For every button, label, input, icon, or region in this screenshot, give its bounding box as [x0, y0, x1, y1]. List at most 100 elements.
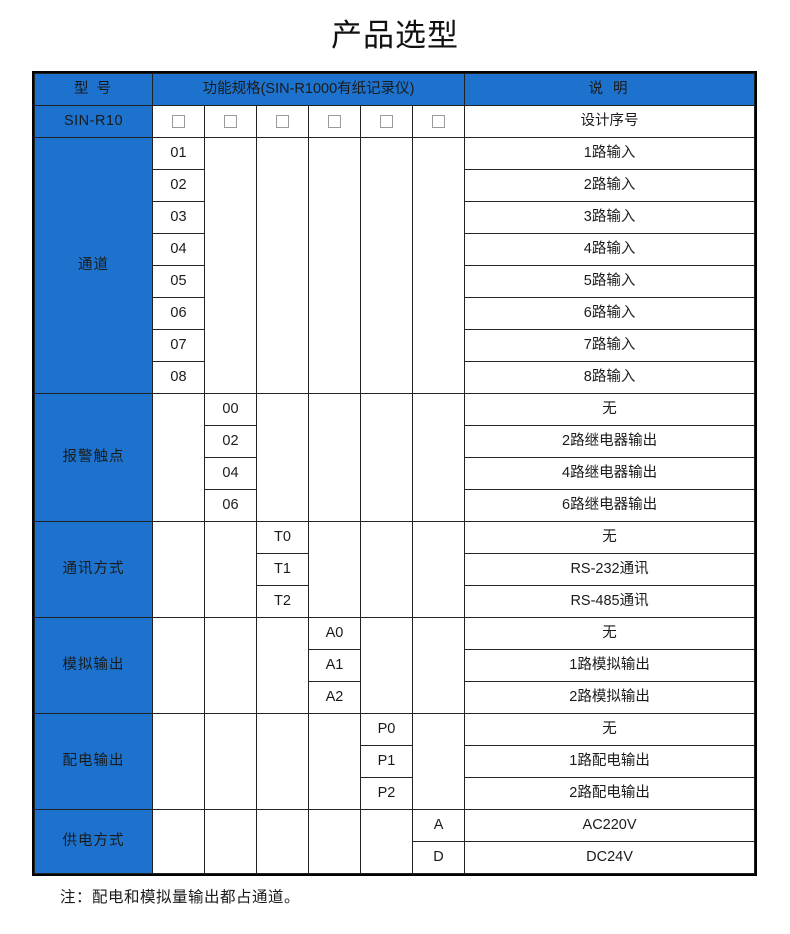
empty-checkbox-icon[interactable]: [172, 115, 185, 129]
blank-cell: [308, 713, 361, 811]
option-code: A2: [308, 681, 361, 715]
blank-cell: [360, 393, 413, 523]
option-description: RS-485通讯: [464, 585, 755, 619]
blank-cell: [204, 809, 257, 875]
table-row: 通道 01 1路输入: [34, 137, 755, 395]
product-selection-table: 型 号功能规格(SIN-R1000有纸记录仪) 说 明 SIN-R10 设计序号 通道 0…: [34, 73, 755, 875]
option-code: 02: [152, 169, 205, 203]
empty-checkbox-icon[interactable]: [432, 115, 446, 129]
checkbox-cell-3: [256, 105, 309, 139]
blank-cell: [360, 137, 413, 395]
option-code: D: [411, 841, 466, 875]
option-description: 2路继电器输出: [464, 425, 755, 459]
table-row: P2 2路配电输出: [35, 777, 755, 811]
blank-cell: [152, 713, 205, 811]
table-row: 通讯方式 T0 无: [34, 521, 755, 619]
blank-cell: [256, 393, 309, 523]
empty-checkbox-icon[interactable]: [328, 115, 341, 129]
spec-table-container: 型 号功能规格(SIN-R1000有纸记录仪) 说 明 SIN-R10 设计序号 通道 0…: [32, 71, 757, 877]
blank-cell: [204, 617, 257, 715]
blank-cell: [411, 713, 466, 811]
blank-cell: [308, 137, 361, 395]
option-code: 04: [204, 457, 257, 491]
model-row: SIN-R10 设计序号: [34, 105, 755, 139]
table-row: A1 1路模拟输出: [35, 649, 755, 683]
option-code: A1: [308, 649, 361, 683]
option-description: 4路输入: [464, 233, 755, 267]
group-label-1: 通道: [34, 137, 153, 395]
blank-cell: [152, 393, 205, 523]
option-code: 03: [152, 201, 205, 235]
option-code: 00: [204, 393, 257, 427]
blank-cell: [360, 809, 413, 875]
blank-cell: [152, 521, 205, 619]
option-code: 05: [152, 265, 205, 299]
group-label-6: 供电方式: [34, 809, 153, 875]
table-row: 03 3路输入: [35, 201, 755, 235]
option-code: P1: [360, 745, 413, 779]
footnote: 注：配电和模拟量输出都占通道。: [60, 889, 301, 907]
option-code: P2: [360, 777, 413, 811]
option-code: 04: [152, 233, 205, 267]
empty-checkbox-icon[interactable]: [380, 115, 393, 129]
option-description: 4路继电器输出: [464, 457, 755, 491]
table-row: 06 6路继电器输出: [35, 489, 755, 523]
model-description: 设计序号: [464, 105, 755, 139]
table-row: 08 8路输入: [35, 361, 755, 395]
table-row: 模拟输出 A0 无: [34, 617, 755, 715]
blank-cell: [256, 137, 309, 395]
table-row: 07 7路输入: [35, 329, 755, 363]
blank-cell: [411, 393, 466, 523]
option-description: 2路配电输出: [464, 777, 755, 811]
option-description: 1路输入: [464, 137, 755, 171]
blank-cell: [411, 521, 466, 619]
checkbox-cell-4: [308, 105, 361, 139]
option-description: 5路输入: [464, 265, 755, 299]
table-row: 报警触点 00 无: [34, 393, 755, 523]
blank-cell: [308, 521, 361, 619]
table-row: 06 6路输入: [35, 297, 755, 331]
blank-cell: [360, 521, 413, 619]
table-row: 05 5路输入: [35, 265, 755, 299]
table-row: 配电输出 P0 无: [34, 713, 755, 811]
option-code: 02: [204, 425, 257, 459]
blank-cell: [256, 617, 309, 715]
table-row: 02 2路继电器输出: [35, 425, 755, 459]
blank-cell: [256, 713, 309, 811]
group-label-3: 通讯方式: [34, 521, 153, 619]
table-row: A2 2路模拟输出: [35, 681, 755, 715]
option-code: 06: [152, 297, 205, 331]
option-description: 2路输入: [464, 169, 755, 203]
option-code: 08: [152, 361, 205, 395]
blank-cell: [308, 393, 361, 523]
option-description: 无: [464, 521, 755, 555]
option-code: T0: [256, 521, 309, 555]
option-code: T2: [256, 585, 309, 619]
checkbox-cell-6: [411, 105, 466, 139]
group-label-2: 报警触点: [34, 393, 153, 523]
option-description: 无: [464, 713, 755, 747]
table-row: 02 2路输入: [35, 169, 755, 203]
table-row: P1 1路配电输出: [35, 745, 755, 779]
option-description: 无: [464, 393, 755, 427]
blank-cell: [204, 713, 257, 811]
header-description: 说 明: [464, 73, 755, 107]
option-description: DC24V: [464, 841, 755, 875]
checkbox-cell-5: [360, 105, 413, 139]
group-label-5: 配电输出: [34, 713, 153, 811]
blank-cell: [152, 809, 205, 875]
option-description: AC220V: [464, 809, 755, 843]
option-code: A0: [308, 617, 361, 651]
option-description: 6路输入: [464, 297, 755, 331]
header-model: 型 号: [34, 73, 153, 107]
empty-checkbox-icon[interactable]: [224, 115, 237, 129]
option-description: 1路模拟输出: [464, 649, 755, 683]
blank-cell: [411, 137, 466, 395]
empty-checkbox-icon[interactable]: [276, 115, 289, 129]
blank-cell: [308, 809, 361, 875]
blank-cell: [256, 809, 309, 875]
option-description: RS-232通讯: [464, 553, 755, 587]
option-code: T1: [256, 553, 309, 587]
option-description: 8路输入: [464, 361, 755, 395]
